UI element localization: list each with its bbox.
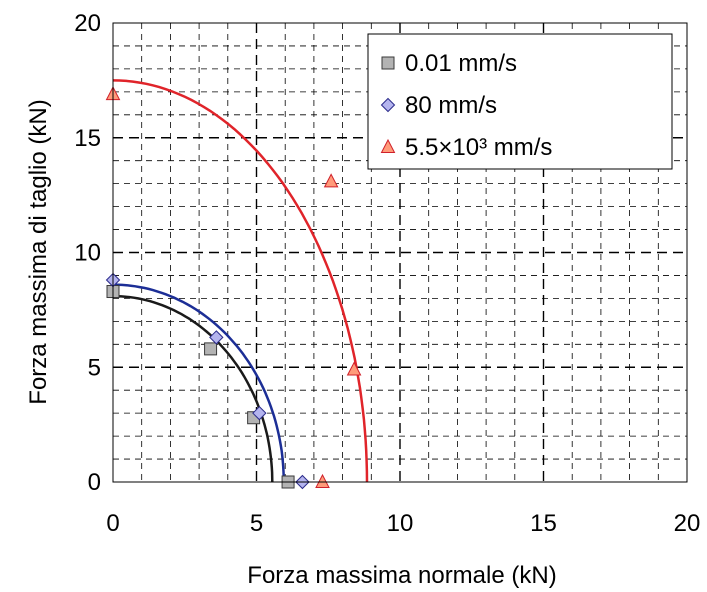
legend-label: 80 mm/s [405,92,497,119]
y-tick-labels: 0 5 10 15 20 [74,10,101,496]
fit-curve [112,294,274,483]
y-tick-label: 15 [74,125,101,152]
legend-label: 0.01 mm/s [405,50,517,77]
data-point [204,342,218,356]
legend-marker [381,56,395,70]
data-point [209,330,224,345]
x-tick-label: 5 [250,510,263,537]
y-tick-label: 10 [74,240,101,267]
legend-marker [380,97,396,113]
legend-label: 5.5×10³ mm/s [405,134,552,161]
y-tick-label: 5 [88,354,101,381]
x-axis-label: Forza massima normale (kN) [247,562,556,589]
x-tick-label: 0 [106,510,119,537]
y-tick-label: 20 [74,10,101,37]
fit-curve [112,79,369,483]
data-point [346,361,362,376]
x-tick-labels: 0 5 10 15 20 [106,510,700,537]
fit-curve [112,283,286,483]
fit-curves [112,79,369,483]
data-point [252,405,267,421]
data-point [315,473,330,488]
y-axis-label: Forza massima di taglio (kN) [25,99,52,404]
legend: 0.01 mm/s 80 mm/s 5.5×10³ mm/s [367,33,673,170]
x-tick-label: 15 [530,510,557,537]
data-point [323,173,339,188]
major-grid [113,23,687,482]
legend-marker [380,138,396,153]
x-tick-label: 20 [674,510,701,537]
legend-box [367,33,673,170]
x-tick-label: 10 [387,510,414,537]
plot-frame [112,22,688,483]
y-tick-label: 0 [88,469,101,496]
